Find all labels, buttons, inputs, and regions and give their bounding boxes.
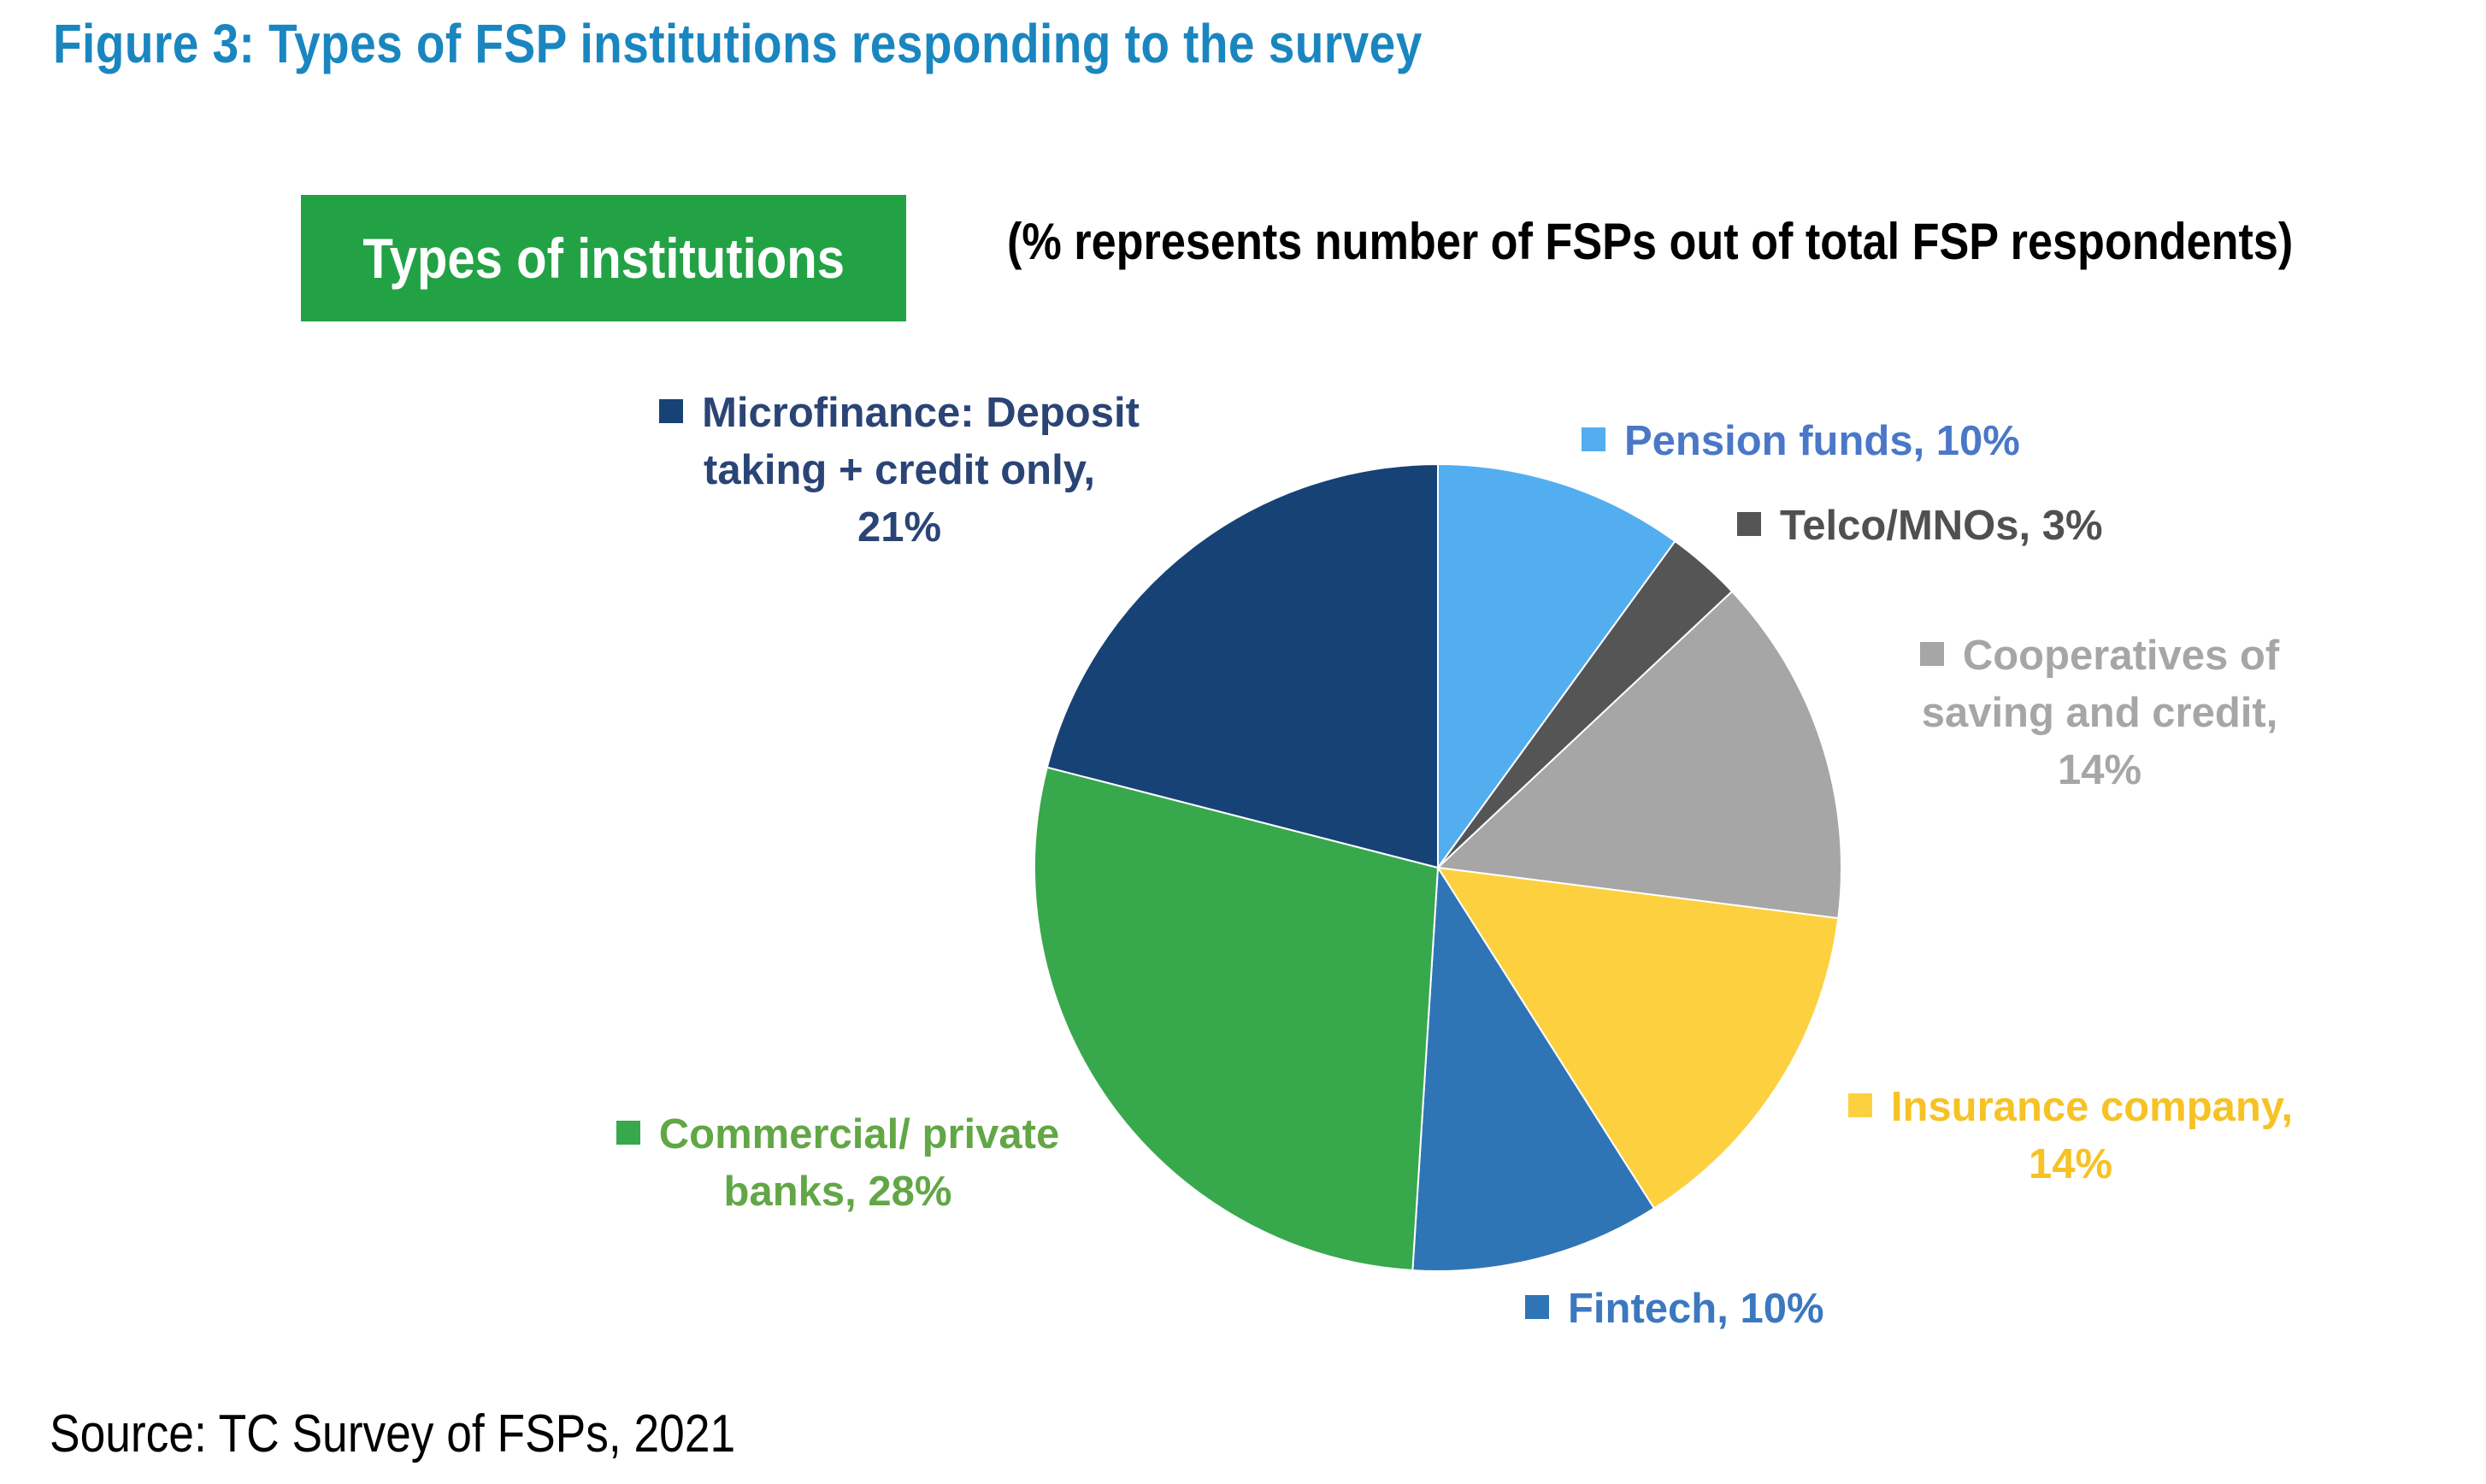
slice-label-line: Telco/MNOs, 3%	[1737, 498, 2103, 555]
slice-label-text: 21%	[857, 504, 942, 551]
slice-label-line: taking + credit only,	[634, 442, 1164, 499]
slice-label-text: Microfinance: Deposit	[702, 390, 1140, 436]
slice-label-fintech: Fintech, 10%	[1525, 1281, 1824, 1338]
slice-label-line: banks, 28%	[588, 1163, 1087, 1221]
legend-swatch-microfinance	[659, 399, 684, 423]
legend-swatch-insurance	[1847, 1093, 1872, 1117]
pie-slice-fintech	[1411, 864, 1656, 1272]
slice-label-microfinance: Microfinance: Deposit taking + credit onl…	[634, 385, 1164, 556]
slice-label-pension: Pension funds, 10%	[1582, 413, 2020, 470]
slice-label-coop: Cooperatives of saving and credit, 14%	[1860, 627, 2339, 799]
legend-swatch-telco	[1737, 512, 1761, 536]
slice-label-text: Pension funds, 10%	[1624, 418, 2020, 464]
slice-label-text: Fintech, 10%	[1568, 1286, 1824, 1332]
slice-label-line: saving and credit,	[1860, 685, 2339, 742]
chart-subtitle: (% represents number of FSPs out of tota…	[1007, 213, 2294, 270]
slice-label-line: 21%	[634, 499, 1164, 556]
slice-label-line: Fintech, 10%	[1525, 1281, 1824, 1338]
legend-swatch-coop	[1919, 642, 1944, 666]
legend-swatch-pension	[1582, 427, 1605, 451]
slice-label-text: saving and credit,	[1921, 690, 2278, 736]
pie-slice-pension	[1437, 462, 1676, 871]
slice-label-line: Commercial/ private	[588, 1106, 1087, 1163]
slice-label-text: 14%	[2028, 1141, 2113, 1187]
badge-label: Types of institutions	[362, 227, 845, 290]
pie-slice-microfinance	[1046, 462, 1439, 869]
pie-slice-insurance	[1436, 866, 1840, 1210]
slice-label-text: Insurance company,	[1890, 1084, 2294, 1130]
slice-label-line: Microfinance: Deposit	[634, 385, 1164, 442]
slice-label-text: 14%	[2057, 747, 2142, 793]
slice-label-text: Telco/MNOs, 3%	[1780, 503, 2103, 549]
figure-title: Figure 3: Types of FSP institutions resp…	[53, 13, 1423, 74]
legend-swatch-fintech	[1525, 1295, 1549, 1319]
types-badge: Types of institutions	[301, 195, 906, 321]
slice-label-commercial: Commercial/ private banks, 28%	[588, 1106, 1087, 1221]
slice-label-line: Cooperatives of	[1860, 627, 2339, 685]
pie-slice-coop	[1435, 590, 1842, 920]
slice-label-line: Insurance company,	[1814, 1079, 2327, 1136]
source-note: Source: TC Survey of FSPs, 2021	[50, 1404, 736, 1463]
slice-label-line: Pension funds, 10%	[1582, 413, 2020, 470]
pie-slice-commercial	[1034, 766, 1440, 1272]
slice-label-line: 14%	[1860, 742, 2339, 799]
slice-label-text: banks, 28%	[723, 1169, 952, 1215]
slice-label-text: taking + credit only,	[704, 447, 1095, 493]
slice-label-text: Cooperatives of	[1962, 633, 2280, 679]
slice-label-telco: Telco/MNOs, 3%	[1737, 498, 2103, 555]
slice-label-text: Commercial/ private	[658, 1111, 1060, 1157]
slice-label-insurance: Insurance company, 14%	[1814, 1079, 2327, 1193]
slice-label-line: 14%	[1814, 1136, 2327, 1193]
legend-swatch-commercial	[616, 1121, 640, 1145]
